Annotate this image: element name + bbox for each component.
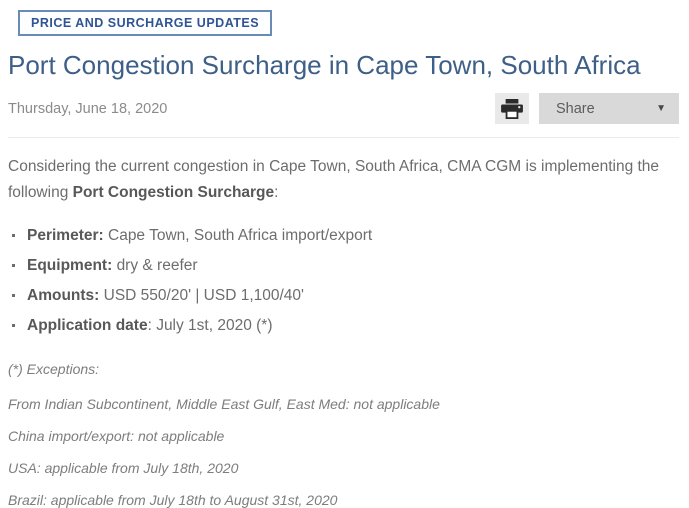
printer-icon xyxy=(501,98,523,119)
item-label: Amounts: xyxy=(27,287,100,304)
item-value: Cape Town, South Africa import/export xyxy=(103,227,373,244)
list-item-perimeter: Perimeter: Cape Town, South Africa impor… xyxy=(8,227,679,244)
bullet-icon xyxy=(12,264,15,267)
exception-line: Brazil: applicable from July 18th to Aug… xyxy=(8,492,338,508)
intro-bold-phrase: Port Congestion Surcharge xyxy=(72,184,275,201)
exceptions-heading: (*) Exceptions: xyxy=(8,361,100,377)
list-item-equipment: Equipment: dry & reefer xyxy=(8,257,679,274)
item-value: USD 550/20' | USD 1,100/40' xyxy=(99,287,305,304)
meta-row: Thursday, June 18, 2020 Share ▼ xyxy=(8,93,679,124)
item-label: Equipment: xyxy=(27,257,113,274)
intro-text-before: Considering the current congestion in Ca… xyxy=(8,158,660,201)
category-badge[interactable]: PRICE AND SURCHARGE UPDATES xyxy=(18,10,273,36)
share-button-label: Share xyxy=(556,100,595,117)
item-label: Perimeter: xyxy=(27,227,104,244)
exceptions-note: (*) Exceptions: From Indian Subcontinent… xyxy=(8,361,679,508)
item-value: : July 1st, 2020 (*) xyxy=(147,317,273,334)
list-item-amounts: Amounts: USD 550/20' | USD 1,100/40' xyxy=(8,287,679,304)
share-button[interactable]: Share ▼ xyxy=(539,93,679,124)
exception-line: From Indian Subcontinent, Middle East Gu… xyxy=(8,396,440,412)
list-item-application-date: Application date: July 1st, 2020 (*) xyxy=(8,317,679,334)
intro-paragraph: Considering the current congestion in Ca… xyxy=(8,154,679,206)
divider xyxy=(8,137,679,138)
chevron-down-icon: ▼ xyxy=(656,102,666,114)
item-value: dry & reefer xyxy=(112,257,198,274)
surcharge-details-list: Perimeter: Cape Town, South Africa impor… xyxy=(8,227,679,334)
action-buttons: Share ▼ xyxy=(495,93,679,124)
page-title: Port Congestion Surcharge in Cape Town, … xyxy=(8,50,641,80)
bullet-icon xyxy=(12,294,15,297)
intro-text-after: : xyxy=(274,184,279,201)
item-label: Application date xyxy=(27,317,148,334)
exception-line: USA: applicable from July 18th, 2020 xyxy=(8,460,239,476)
bullet-icon xyxy=(12,234,15,237)
publish-date: Thursday, June 18, 2020 xyxy=(8,100,168,117)
exception-line: China import/export: not applicable xyxy=(8,428,225,444)
print-button[interactable] xyxy=(495,93,529,124)
bullet-icon xyxy=(12,324,15,327)
